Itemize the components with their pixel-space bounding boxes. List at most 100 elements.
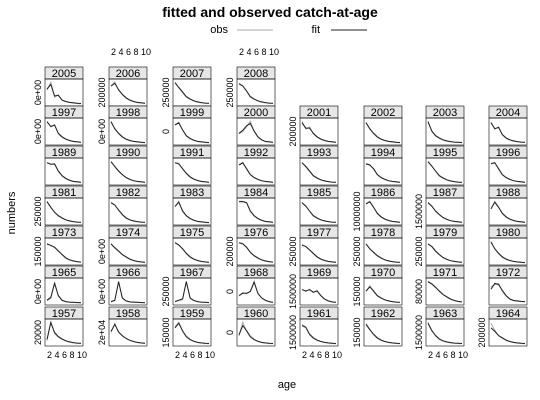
strip-label-1968: 1968 <box>244 267 268 279</box>
strip-label-1977: 1977 <box>307 227 331 239</box>
fit-line-1995 <box>427 161 463 183</box>
x-axis-title: age <box>278 379 296 391</box>
obs-line-1969 <box>301 288 337 303</box>
y-tick-label-1998: 0e+00 <box>97 119 107 144</box>
panel-frame-1971 <box>425 277 465 306</box>
strip-label-1989: 1989 <box>52 147 76 159</box>
strip-label-1997: 1997 <box>52 107 76 119</box>
panel-frame-2002 <box>363 117 403 146</box>
x-tick-labels-bottom-6: 2 4 6 8 10 <box>428 350 468 360</box>
fit-line-1986 <box>365 201 401 223</box>
panel-1957: 1957 20000 <box>33 306 84 347</box>
y-tick-label-2006: 200000 <box>97 77 107 107</box>
panel-1969: 1969 1500000 <box>288 265 339 309</box>
panel-frame-1967 <box>172 277 212 306</box>
strip-label-1973: 1973 <box>52 227 76 239</box>
fit-line-2003 <box>427 121 463 143</box>
panel-frame-1968 <box>236 277 276 306</box>
panel-frame-1995 <box>425 157 465 186</box>
panel-frame-1975 <box>172 237 212 266</box>
panel-2000: 2000 <box>236 105 276 146</box>
obs-line-1972 <box>490 282 526 303</box>
panel-1974: 1974 0e+00 <box>97 225 148 266</box>
panel-frame-1966 <box>108 277 148 306</box>
x-tick-labels-top-3: 2 4 6 8 10 <box>239 47 279 57</box>
panel-frame-2004 <box>488 117 528 146</box>
fit-line-1980 <box>490 242 526 263</box>
panel-frame-1978 <box>363 237 403 266</box>
y-tick-label-1974: 0e+00 <box>97 239 107 264</box>
y-tick-label-1959: 150000 <box>161 317 171 347</box>
obs-line-1968 <box>238 279 274 303</box>
panel-1964: 1964 200000 <box>477 306 528 348</box>
obs-line-2001 <box>301 120 337 143</box>
fit-line-1965 <box>46 281 82 304</box>
strip-label-2003: 2003 <box>433 107 457 119</box>
fit-line-1968 <box>238 280 274 303</box>
panel-frame-1992 <box>236 157 276 186</box>
strip-label-1963: 1963 <box>433 308 457 320</box>
obs-line-1982 <box>110 201 146 223</box>
panel-frame-1991 <box>172 157 212 186</box>
panel-1997: 1997 0e+00 <box>33 105 84 146</box>
y-tick-label-2005: 0e+00 <box>33 80 43 105</box>
panel-frame-1969 <box>299 277 339 306</box>
panel-1986: 1986 10000000 <box>352 185 403 232</box>
strip-label-2006: 2006 <box>116 68 140 80</box>
x-tick-labels-bottom-2: 2 4 6 8 10 <box>175 350 215 360</box>
y-tick-label-1964: 200000 <box>477 317 487 347</box>
strip-label-2002: 2002 <box>371 107 395 119</box>
panel-frame-2008 <box>236 78 276 107</box>
panel-2008: 2008 250000 <box>225 66 276 108</box>
fit-line-1972 <box>490 282 526 303</box>
legend-fit-label: fit <box>311 24 320 36</box>
y-tick-label-1969: 1500000 <box>288 274 298 309</box>
panel-2002: 2002 <box>363 105 403 146</box>
y-tick-label-1967: 250000 <box>161 276 171 306</box>
panel-frame-1958 <box>108 318 148 347</box>
panel-2007: 2007 250000 <box>161 66 212 108</box>
strip-label-1998: 1998 <box>116 107 140 119</box>
fit-line-1978 <box>365 243 401 263</box>
fit-line-1971 <box>427 281 463 303</box>
obs-line-1975 <box>174 241 210 263</box>
fit-line-1973 <box>46 243 82 263</box>
strip-label-1981: 1981 <box>52 187 76 199</box>
strip-label-1969: 1969 <box>307 267 331 279</box>
y-tick-label-1978: 250000 <box>352 236 362 266</box>
panel-frame-1983 <box>172 197 212 226</box>
obs-line-1993 <box>301 161 337 183</box>
fit-line-1997 <box>46 121 82 143</box>
panel-1988: 1988 <box>488 185 528 226</box>
panel-2001: 2001 200000 <box>288 105 339 147</box>
strip-label-1976: 1976 <box>244 227 268 239</box>
panel-frame-1973 <box>44 237 84 266</box>
panel-1984: 1984 <box>236 185 276 226</box>
panel-1977: 1977 250000 <box>288 225 339 267</box>
panel-1993: 1993 <box>299 145 339 186</box>
fit-line-1976 <box>238 242 274 263</box>
panel-1962: 1962 150000 <box>352 306 403 348</box>
panel-1992: 1992 <box>236 145 276 186</box>
fit-line-1967 <box>174 281 210 303</box>
panel-1994: 1994 <box>363 145 403 186</box>
fit-line-1979 <box>427 243 463 263</box>
panel-frame-1962 <box>363 318 403 347</box>
obs-line-1997 <box>46 120 82 143</box>
panel-frame-2001 <box>299 117 339 146</box>
panel-frame-2007 <box>172 78 212 107</box>
panel-1980: 1980 <box>488 225 528 266</box>
fit-line-1964 <box>490 327 526 344</box>
strip-label-1959: 1959 <box>180 308 204 320</box>
y-tick-label-2001: 200000 <box>288 116 298 146</box>
panel-frame-1970 <box>363 277 403 306</box>
panel-frame-1998 <box>108 117 148 146</box>
y-tick-label-1977: 250000 <box>288 236 298 266</box>
panel-frame-1984 <box>236 197 276 226</box>
y-tick-label-1999: 0 <box>161 129 171 134</box>
y-axis-title: numbers <box>6 191 18 234</box>
fit-line-1960 <box>238 324 274 344</box>
y-tick-label-1968: 0 <box>225 289 235 294</box>
strip-label-1958: 1958 <box>116 308 140 320</box>
strip-label-1996: 1996 <box>496 147 520 159</box>
